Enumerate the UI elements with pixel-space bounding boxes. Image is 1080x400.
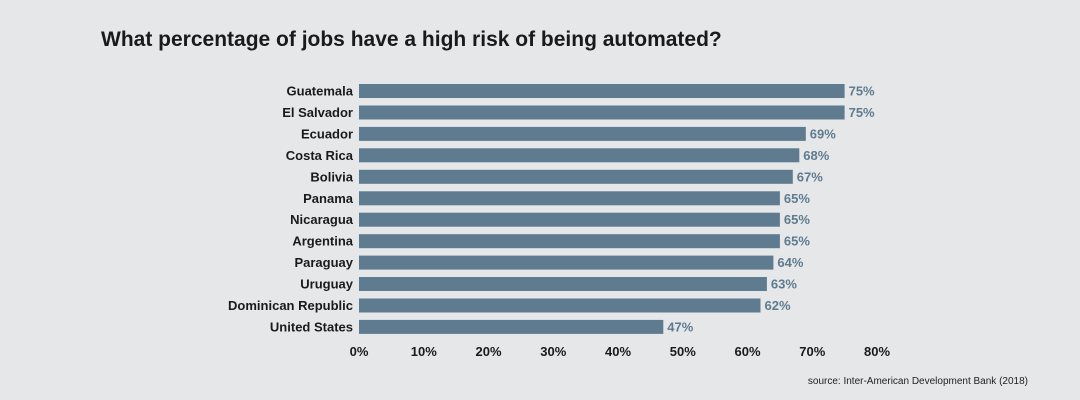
value-label: 47%: [667, 319, 693, 334]
x-axis-tick-labels: 0% 10% 20% 30% 40% 50% 60% 70% 80%: [350, 344, 891, 359]
x-tick-label: 20%: [475, 344, 501, 359]
category-label: Ecuador: [301, 126, 353, 141]
category-label: El Salvador: [282, 105, 353, 120]
x-tick-label: 40%: [605, 344, 631, 359]
chart-title: What percentage of jobs have a high risk…: [101, 28, 722, 51]
category-label: Paraguay: [294, 255, 353, 270]
bar-costa-rica: [359, 148, 800, 163]
bar-bolivia: [359, 169, 793, 184]
value-label: 64%: [777, 255, 803, 270]
value-label: 65%: [784, 234, 810, 249]
value-label: 62%: [765, 298, 791, 313]
category-label: Guatemala: [287, 84, 354, 99]
x-tick-label: 0%: [350, 344, 369, 359]
bar-argentina: [359, 234, 780, 249]
bars-group: [359, 84, 845, 334]
value-label: 75%: [849, 84, 875, 99]
x-tick-label: 70%: [799, 344, 825, 359]
value-label: 65%: [784, 191, 810, 206]
bar-paraguay: [359, 255, 774, 270]
bar-dominican-republic: [359, 298, 761, 313]
x-tick-label: 80%: [864, 344, 890, 359]
category-labels: Guatemala El Salvador Ecuador Costa Rica Bol…: [228, 84, 354, 335]
bar-nicaragua: [359, 212, 780, 227]
category-label: Nicaragua: [290, 212, 354, 227]
category-label: Bolivia: [310, 169, 353, 184]
category-label: Panama: [303, 191, 354, 206]
category-label: Uruguay: [300, 277, 354, 292]
value-label: 65%: [784, 212, 810, 227]
value-label: 75%: [849, 105, 875, 120]
bar-ecuador: [359, 126, 806, 141]
category-label: Costa Rica: [286, 148, 354, 163]
bar-guatemala: [359, 84, 845, 98]
value-label: 69%: [810, 126, 836, 141]
value-label: 68%: [803, 148, 829, 163]
x-tick-label: 60%: [734, 344, 760, 359]
category-label: Dominican Republic: [228, 298, 353, 313]
category-label: Argentina: [292, 234, 353, 249]
bar-uruguay: [359, 277, 767, 291]
value-labels: 75% 75% 69% 68% 67% 65% 65% 65% 64% 63% 62% 47%: [667, 84, 875, 335]
bar-el-salvador: [359, 105, 845, 120]
chart-source: source: Inter-American Development Bank …: [807, 376, 1028, 387]
x-tick-label: 10%: [411, 344, 437, 359]
category-label: United States: [270, 319, 353, 334]
value-label: 67%: [797, 169, 823, 184]
value-label: 63%: [771, 277, 797, 292]
x-tick-label: 30%: [540, 344, 566, 359]
x-tick-label: 50%: [670, 344, 696, 359]
bar-united-states: [359, 319, 664, 334]
bar-panama: [359, 191, 780, 206]
